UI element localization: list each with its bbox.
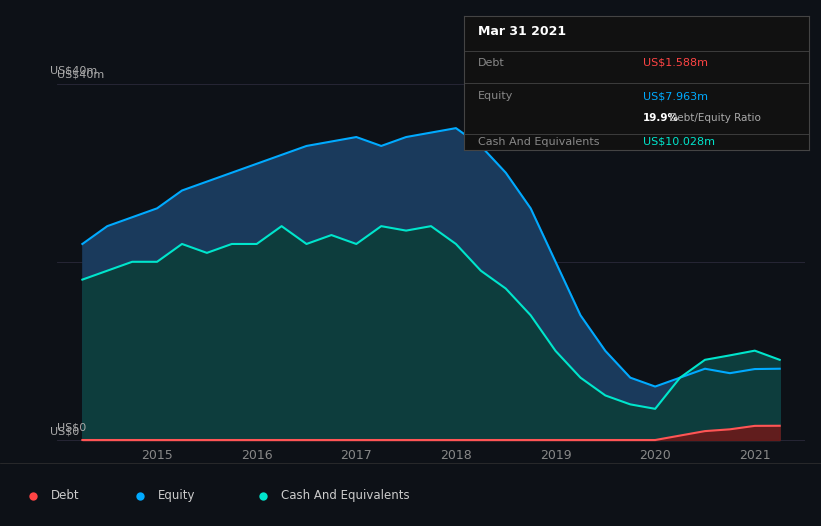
Text: Cash And Equivalents: Cash And Equivalents xyxy=(478,137,599,147)
Text: Debt: Debt xyxy=(478,58,504,68)
Text: Debt: Debt xyxy=(51,489,80,502)
Text: US$1.588m: US$1.588m xyxy=(643,58,709,68)
Text: Equity: Equity xyxy=(478,91,513,102)
Text: US$40m: US$40m xyxy=(50,66,97,76)
Text: Equity: Equity xyxy=(158,489,195,502)
Text: 19.9%: 19.9% xyxy=(643,113,679,123)
Text: Mar 31 2021: Mar 31 2021 xyxy=(478,25,566,38)
Text: Debt/Equity Ratio: Debt/Equity Ratio xyxy=(666,113,760,123)
Text: US$0: US$0 xyxy=(57,423,87,433)
Text: US$40m: US$40m xyxy=(57,69,105,79)
Text: US$7.963m: US$7.963m xyxy=(643,91,709,102)
Text: US$0: US$0 xyxy=(50,427,80,437)
Text: Cash And Equivalents: Cash And Equivalents xyxy=(281,489,410,502)
Text: US$10.028m: US$10.028m xyxy=(643,137,715,147)
